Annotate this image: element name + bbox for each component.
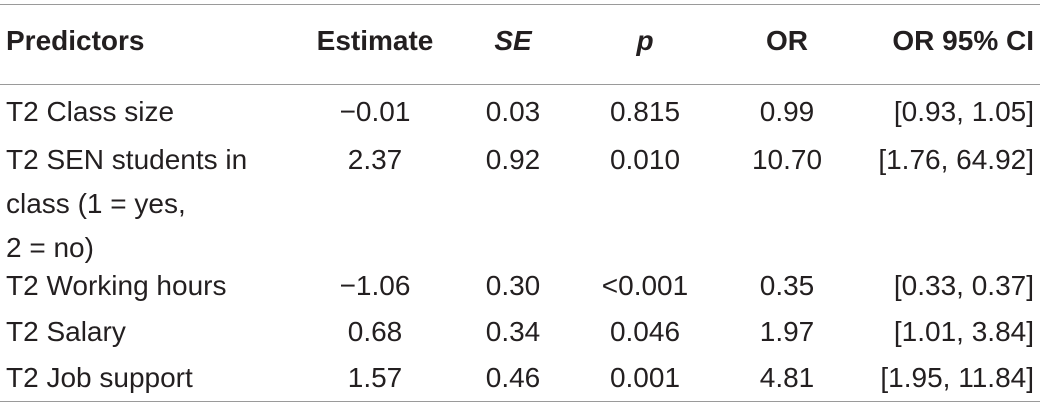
header-or: OR xyxy=(766,25,808,56)
cell-or: 0.99 xyxy=(759,96,815,127)
cell-or: 1.97 xyxy=(759,316,815,347)
cell-or-ci: [0.93, 1.05] xyxy=(893,96,1034,127)
header-p: p xyxy=(636,25,654,56)
cell-or-ci: [1.95, 11.84] xyxy=(880,362,1034,393)
header-rule xyxy=(0,84,1040,85)
cell-predictor: T2 Class size xyxy=(6,96,175,127)
cell-predictor-line: 2 = no) xyxy=(6,232,94,263)
cell-estimate: −1.06 xyxy=(339,270,411,301)
cell-estimate: −0.01 xyxy=(339,96,411,127)
cell-estimate: 0.68 xyxy=(347,316,403,347)
cell-p: <0.001 xyxy=(601,270,689,301)
cell-or: 10.70 xyxy=(751,144,823,175)
cell-predictor-line: T2 SEN students in xyxy=(6,144,248,175)
cell-p: 0.046 xyxy=(609,316,681,347)
cell-se: 0.30 xyxy=(485,270,541,301)
cell-or-ci: [0.33, 0.37] xyxy=(893,270,1034,301)
cell-predictor-line: class (1 = yes, xyxy=(6,188,186,219)
cell-se: 0.34 xyxy=(485,316,541,347)
cell-or: 0.35 xyxy=(759,270,815,301)
cell-p: 0.001 xyxy=(609,362,681,393)
cell-se: 0.46 xyxy=(485,362,541,393)
header-or-ci: OR 95% CI xyxy=(892,25,1034,56)
table-top-rule xyxy=(0,4,1040,5)
cell-se: 0.03 xyxy=(485,96,541,127)
cell-estimate: 1.57 xyxy=(347,362,403,393)
cell-se: 0.92 xyxy=(485,144,541,175)
header-predictors: Predictors xyxy=(6,25,145,56)
header-se: SE xyxy=(494,25,532,56)
cell-or-ci: [1.01, 3.84] xyxy=(893,316,1034,347)
header-estimate: Estimate xyxy=(316,25,434,56)
cell-predictor: T2 Working hours xyxy=(6,270,227,301)
cell-predictor: T2 Job support xyxy=(6,362,193,393)
cell-estimate: 2.37 xyxy=(347,144,403,175)
cell-or-ci: [1.76, 64.92] xyxy=(878,144,1034,175)
cell-or: 4.81 xyxy=(759,362,815,393)
cell-predictor: T2 Salary xyxy=(6,316,126,347)
cell-p: 0.010 xyxy=(609,144,681,175)
cell-p: 0.815 xyxy=(609,96,681,127)
